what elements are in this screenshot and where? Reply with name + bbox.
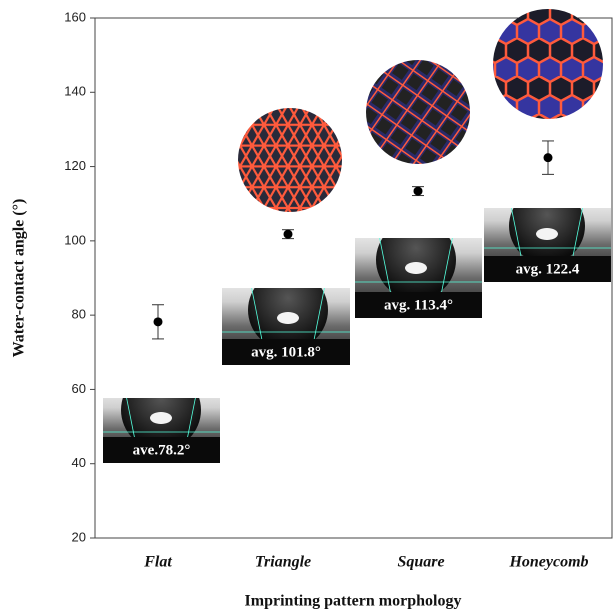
y-tick-label: 160 bbox=[64, 9, 86, 24]
value-label: ave.78.2° bbox=[133, 442, 191, 458]
x-tick-label: Triangle bbox=[255, 554, 311, 571]
droplet bbox=[376, 220, 456, 300]
droplet-highlight bbox=[150, 412, 172, 424]
y-axis-label: Water-contact angle (°) bbox=[11, 199, 28, 358]
droplet-highlight bbox=[277, 312, 299, 324]
square-pattern bbox=[366, 60, 470, 164]
y-tick-label: 140 bbox=[64, 84, 86, 99]
chart: Imprinting pattern morphology Water-cont… bbox=[0, 0, 613, 612]
value-label: avg. 101.8° bbox=[251, 344, 321, 360]
x-tick-label: Honeycomb bbox=[508, 554, 588, 571]
point bbox=[414, 187, 423, 196]
x-axis-label: Imprinting pattern morphology bbox=[245, 593, 462, 610]
y-tick-label: 120 bbox=[64, 158, 86, 173]
value-label: avg. 113.4° bbox=[384, 297, 453, 313]
x-tick-label: Flat bbox=[143, 554, 172, 571]
triangle-pattern bbox=[238, 108, 342, 212]
point bbox=[284, 230, 293, 239]
point bbox=[154, 317, 163, 326]
y-tick-label: 60 bbox=[72, 381, 86, 396]
y-tick-label: 80 bbox=[72, 307, 86, 322]
x-tick-label: Square bbox=[397, 554, 444, 571]
y-tick-label: 100 bbox=[64, 232, 86, 247]
value-label: avg. 122.4 bbox=[516, 261, 580, 277]
droplet-highlight bbox=[405, 262, 427, 274]
pattern-images bbox=[238, 9, 603, 212]
droplet bbox=[248, 270, 328, 350]
y-tick-label: 20 bbox=[72, 529, 86, 544]
y-tick-label: 40 bbox=[72, 455, 86, 470]
honeycomb-pattern bbox=[493, 9, 603, 119]
droplet-highlight bbox=[536, 228, 558, 240]
point bbox=[544, 153, 553, 162]
